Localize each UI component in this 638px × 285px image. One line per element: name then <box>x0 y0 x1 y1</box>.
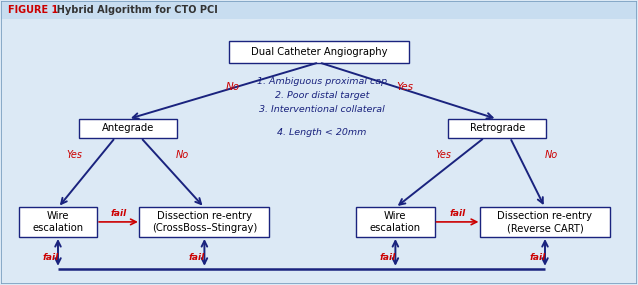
Text: 3. Interventional collateral: 3. Interventional collateral <box>259 105 385 114</box>
Text: Retrograde: Retrograde <box>470 123 525 133</box>
FancyBboxPatch shape <box>19 207 98 237</box>
Text: 2. Poor distal target: 2. Poor distal target <box>275 91 369 100</box>
Text: 4. Length < 20mm: 4. Length < 20mm <box>278 128 367 137</box>
Text: Wire
escalation: Wire escalation <box>33 211 84 233</box>
FancyBboxPatch shape <box>480 207 610 237</box>
Text: No: No <box>175 150 189 160</box>
FancyBboxPatch shape <box>449 119 546 138</box>
Text: Yes: Yes <box>396 82 413 92</box>
Text: No: No <box>226 82 240 92</box>
Text: 1. Ambiguous proximal cap: 1. Ambiguous proximal cap <box>257 77 387 86</box>
Text: fail: fail <box>189 253 205 262</box>
Text: Dissection re-entry
(Reverse CART): Dissection re-entry (Reverse CART) <box>498 211 593 233</box>
FancyBboxPatch shape <box>140 207 269 237</box>
FancyBboxPatch shape <box>228 40 410 63</box>
Text: Dual Catheter Angiography: Dual Catheter Angiography <box>251 47 387 57</box>
Text: Yes: Yes <box>435 150 451 160</box>
Text: Wire
escalation: Wire escalation <box>370 211 421 233</box>
Text: fail: fail <box>380 253 396 262</box>
Text: Antegrade: Antegrade <box>102 123 154 133</box>
FancyBboxPatch shape <box>1 1 637 19</box>
Text: No: No <box>545 150 558 160</box>
Text: FIGURE 1: FIGURE 1 <box>8 5 59 15</box>
Text: fail: fail <box>110 209 126 218</box>
Text: fail: fail <box>42 253 59 262</box>
FancyBboxPatch shape <box>356 207 435 237</box>
Text: fail: fail <box>449 209 466 218</box>
FancyBboxPatch shape <box>79 119 177 138</box>
Text: Hybrid Algorithm for CTO PCI: Hybrid Algorithm for CTO PCI <box>50 5 218 15</box>
Text: fail: fail <box>530 253 545 262</box>
Text: Yes: Yes <box>66 150 82 160</box>
Text: Dissection re-entry
(CrossBoss–Stingray): Dissection re-entry (CrossBoss–Stingray) <box>152 211 257 233</box>
